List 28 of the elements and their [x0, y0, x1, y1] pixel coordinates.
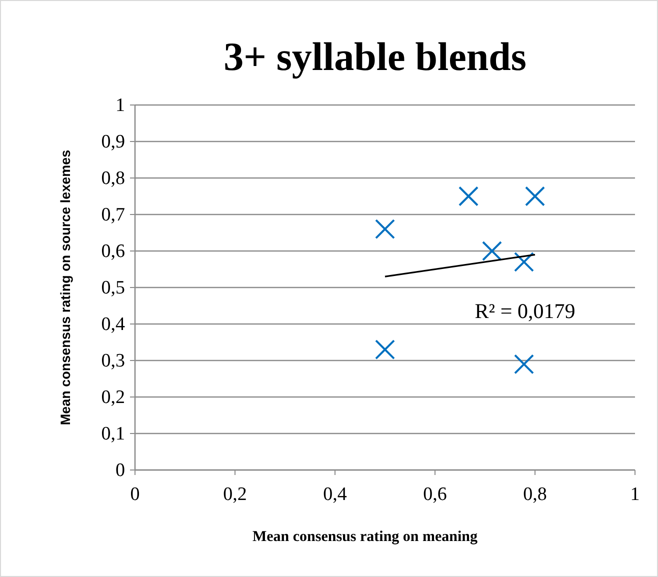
y-tick-label: 0,3 — [101, 350, 125, 372]
x-tick-label: 1 — [630, 484, 640, 505]
y-tick-label: 0,7 — [101, 204, 125, 226]
y-tick-label: 1 — [116, 95, 125, 116]
point — [375, 219, 395, 240]
point — [514, 354, 534, 374]
y-axis-title: Mean consensus rating on source lexemes — [58, 150, 73, 426]
y-tick-label: 0,8 — [101, 168, 125, 189]
point — [525, 186, 545, 206]
y-tick-label: 0,4 — [101, 314, 126, 335]
x-tick-label: 0 — [130, 484, 140, 505]
y-tick-label: 0 — [116, 460, 125, 481]
annotation: R² = 0,0179 — [474, 298, 576, 323]
point — [458, 186, 478, 206]
point — [482, 241, 502, 261]
point — [514, 252, 534, 272]
point — [375, 340, 395, 360]
x-tick-label: 0,6 — [423, 484, 447, 505]
x-tick-label: 0,4 — [323, 484, 348, 505]
y-tick-label: 0,2 — [101, 387, 125, 408]
y-tick-label: 0,6 — [101, 241, 125, 262]
y-tick-label: 0,5 — [101, 278, 125, 298]
x-axis-title: Mean consensus rating on meaning — [252, 529, 478, 545]
chart-title: 3+ syllable blends — [224, 34, 526, 79]
y-tick-label: 0,9 — [101, 132, 125, 152]
x-tick-label: 0,2 — [223, 484, 247, 505]
y-tick-label: 0,1 — [101, 424, 125, 444]
x-tick-label: 0,8 — [523, 484, 547, 505]
